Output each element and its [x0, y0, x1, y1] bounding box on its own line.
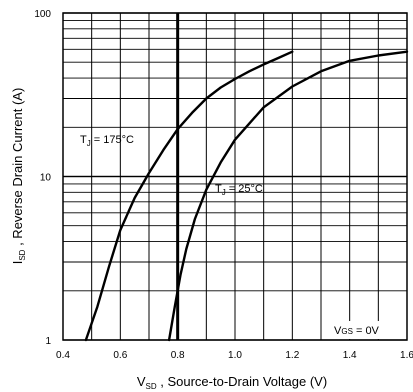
- y-ticks: 1 10 100: [34, 9, 51, 347]
- x-tick-label: 1.6: [400, 350, 413, 361]
- y-tick-label: 1: [45, 336, 51, 347]
- x-axis-title: VSD , Source-to-Drain Voltage (V): [137, 374, 327, 391]
- x-tick-label: 0.4: [56, 350, 70, 361]
- grid: [63, 13, 407, 340]
- x-tick-label: 1.4: [343, 350, 357, 361]
- y-tick-label: 10: [40, 173, 52, 184]
- vgs-annotation: VGS = 0V: [330, 321, 406, 339]
- x-ticks: 0.4 0.6 0.8 1.0 1.2 1.4 1.6: [56, 350, 413, 361]
- x-tick-label: 1.2: [285, 350, 299, 361]
- x-tick-label: 1.0: [228, 350, 242, 361]
- x-tick-label: 0.6: [113, 350, 127, 361]
- y-tick-label: 100: [34, 9, 51, 20]
- x-tick-label: 0.8: [171, 350, 185, 361]
- y-axis-title: ISD , Reverse Drain Current (A): [10, 88, 27, 265]
- vgs-annotation-text: VGS = 0V: [334, 325, 380, 337]
